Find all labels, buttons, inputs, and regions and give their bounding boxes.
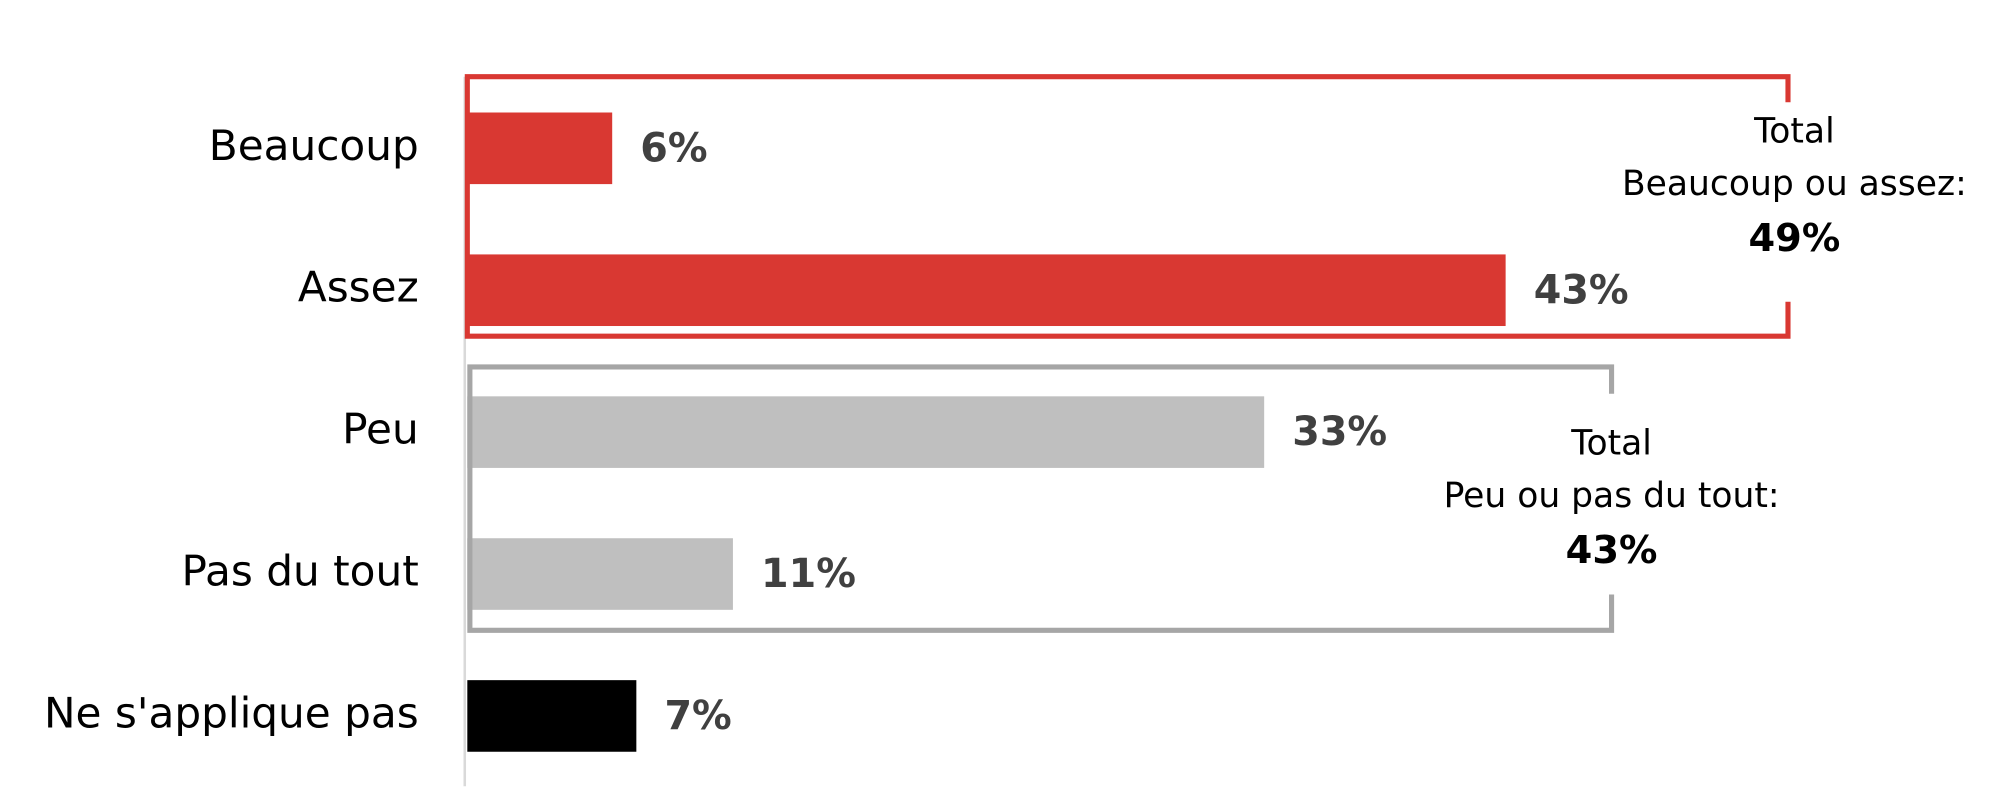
- bar: [467, 396, 1265, 468]
- category-label: Beaucoup: [209, 121, 419, 170]
- category-label: Pas du tout: [181, 547, 418, 596]
- value-label: 33%: [1292, 409, 1387, 455]
- bar: [467, 538, 733, 610]
- value-label: 11%: [761, 551, 856, 597]
- group-label: Beaucoup ou assez:: [1622, 164, 1967, 204]
- category-label: Assez: [298, 263, 419, 312]
- bar: [467, 680, 637, 752]
- category-label: Ne s'applique pas: [44, 688, 419, 737]
- group-bracket: [467, 364, 1615, 633]
- value-label: 43%: [1534, 267, 1629, 313]
- group-label: Peu ou pas du tout:: [1444, 476, 1780, 516]
- value-label: 7%: [664, 693, 731, 739]
- category-label: Peu: [342, 405, 419, 454]
- group-total: 43%: [1566, 528, 1658, 573]
- bar: [467, 112, 613, 185]
- group-label: Total: [1753, 111, 1835, 151]
- value-label: 6%: [640, 125, 707, 171]
- group-bracket: [464, 74, 1791, 339]
- bar: [467, 254, 1506, 327]
- group-label: Total: [1570, 423, 1652, 463]
- group-total: 49%: [1748, 216, 1840, 261]
